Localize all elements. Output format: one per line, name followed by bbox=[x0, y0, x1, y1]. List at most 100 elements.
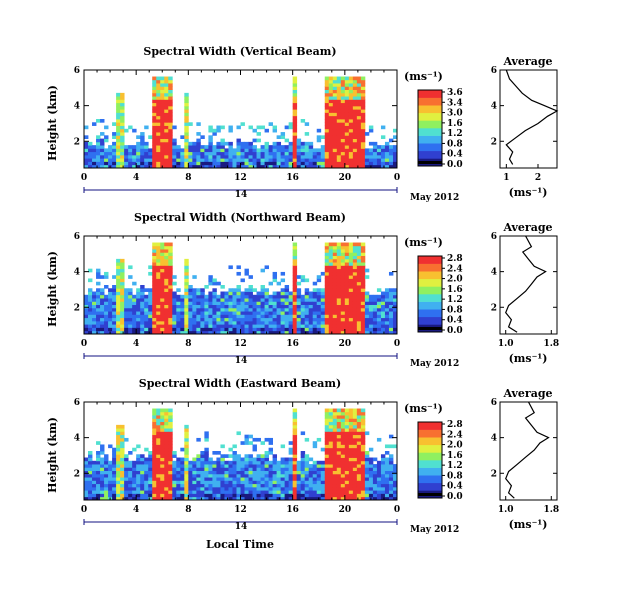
heatmap-cell bbox=[332, 444, 338, 449]
heatmap-cell bbox=[120, 151, 125, 156]
colorbar-tick-label: 0.0 bbox=[447, 326, 463, 336]
heatmap-cell bbox=[88, 327, 93, 332]
heatmap-cell bbox=[256, 477, 261, 481]
heatmap-cell bbox=[368, 148, 374, 153]
heatmap-cell bbox=[252, 164, 257, 168]
heatmap-cell bbox=[360, 128, 366, 133]
heatmap-cell bbox=[284, 298, 290, 302]
heatmap-cell bbox=[120, 294, 125, 299]
heatmap-cell bbox=[348, 76, 354, 81]
y-tick-label: 2 bbox=[74, 303, 80, 313]
heatmap-cell bbox=[204, 470, 209, 475]
heatmap-cell bbox=[200, 154, 205, 159]
heatmap-cell bbox=[280, 320, 286, 325]
heatmap-cell bbox=[336, 245, 342, 250]
heatmap-cell bbox=[356, 424, 362, 429]
heatmap-cell bbox=[136, 135, 141, 139]
heatmap-cell bbox=[104, 301, 109, 305]
heatmap-cell bbox=[176, 307, 181, 312]
heatmap-cell bbox=[288, 304, 294, 309]
heatmap-cell bbox=[272, 454, 278, 458]
heatmap-cell bbox=[244, 327, 249, 332]
heatmap-cell bbox=[168, 258, 173, 263]
heatmap-cell bbox=[368, 457, 374, 462]
heatmap-cell bbox=[352, 311, 358, 315]
heatmap-cell bbox=[352, 307, 358, 312]
heatmap-cell bbox=[252, 457, 257, 462]
heatmap-cell bbox=[200, 314, 205, 319]
heatmap-cell bbox=[244, 457, 249, 462]
heatmap-cell bbox=[176, 477, 181, 481]
heatmap-cell bbox=[300, 327, 306, 332]
heatmap-cell bbox=[184, 109, 189, 113]
heatmap-cell bbox=[344, 480, 350, 485]
heatmap-cell bbox=[316, 158, 322, 162]
heatmap-cell bbox=[296, 301, 302, 305]
heatmap-cell bbox=[276, 480, 282, 485]
heatmap-cell bbox=[360, 268, 366, 273]
heatmap-cell bbox=[156, 258, 161, 263]
heatmap-cell bbox=[160, 245, 165, 250]
colorbar-segment bbox=[418, 301, 442, 310]
heatmap-cell bbox=[228, 473, 233, 478]
heatmap-cell bbox=[104, 285, 109, 289]
heatmap-cell bbox=[180, 135, 185, 139]
heatmap-cell bbox=[324, 252, 330, 256]
heatmap-cell bbox=[208, 158, 213, 162]
heatmap-cell bbox=[304, 473, 310, 478]
heatmap-cell bbox=[240, 298, 245, 302]
heatmap-cell bbox=[304, 437, 310, 442]
heatmap-cell bbox=[332, 327, 338, 332]
heatmap-cell bbox=[360, 92, 366, 97]
heatmap-cell bbox=[160, 161, 165, 166]
heatmap-cell bbox=[100, 464, 105, 468]
heatmap-cell bbox=[116, 444, 121, 449]
heatmap-cell bbox=[104, 148, 109, 153]
heatmap-cell bbox=[100, 311, 105, 315]
heatmap-cell bbox=[260, 161, 265, 166]
heatmap-cell bbox=[392, 477, 397, 481]
heatmap-cell bbox=[328, 467, 334, 471]
heatmap-cell bbox=[172, 486, 177, 491]
heatmap-cell bbox=[392, 444, 397, 449]
heatmap-cell bbox=[184, 320, 189, 325]
heatmap-cell bbox=[292, 271, 298, 276]
heatmap-cell bbox=[144, 294, 149, 299]
heatmap-cell bbox=[224, 327, 229, 332]
heatmap-cell bbox=[108, 460, 113, 465]
heatmap-cell bbox=[324, 275, 330, 279]
heatmap-cell bbox=[296, 496, 302, 500]
heatmap-cell bbox=[156, 242, 161, 247]
heatmap-cell bbox=[192, 327, 197, 332]
heatmap-cell bbox=[248, 294, 253, 299]
heatmap-cell bbox=[152, 76, 157, 81]
heatmap-cell bbox=[216, 314, 221, 319]
heatmap-cell bbox=[356, 480, 362, 485]
heatmap-cell bbox=[104, 311, 109, 315]
heatmap-cell bbox=[216, 470, 221, 475]
x-tick-label: 20 bbox=[339, 505, 352, 515]
heatmap-cell bbox=[216, 480, 221, 485]
heatmap-cell bbox=[112, 158, 117, 162]
heatmap-cell bbox=[152, 431, 157, 436]
heatmap-cell bbox=[344, 434, 350, 439]
heatmap-cell bbox=[308, 473, 314, 478]
heatmap-cell bbox=[276, 464, 282, 468]
heatmap-cell bbox=[360, 317, 366, 322]
heatmap-cell bbox=[112, 307, 117, 312]
heatmap-cell bbox=[244, 473, 249, 478]
heatmap-cell bbox=[392, 486, 397, 491]
heatmap-cell bbox=[156, 154, 161, 159]
heatmap-cell bbox=[164, 141, 169, 146]
heatmap-cell bbox=[352, 281, 358, 286]
heatmap-cell bbox=[244, 483, 249, 488]
heatmap-cell bbox=[360, 294, 366, 299]
heatmap-cell bbox=[180, 493, 185, 498]
heatmap-cell bbox=[124, 470, 129, 475]
heatmap-cell bbox=[160, 327, 165, 332]
heatmap-cell bbox=[356, 271, 362, 276]
heatmap-cell bbox=[148, 151, 153, 156]
heatmap-cell bbox=[380, 330, 386, 334]
heatmap-cell bbox=[96, 324, 101, 328]
heatmap-cell bbox=[264, 128, 269, 133]
